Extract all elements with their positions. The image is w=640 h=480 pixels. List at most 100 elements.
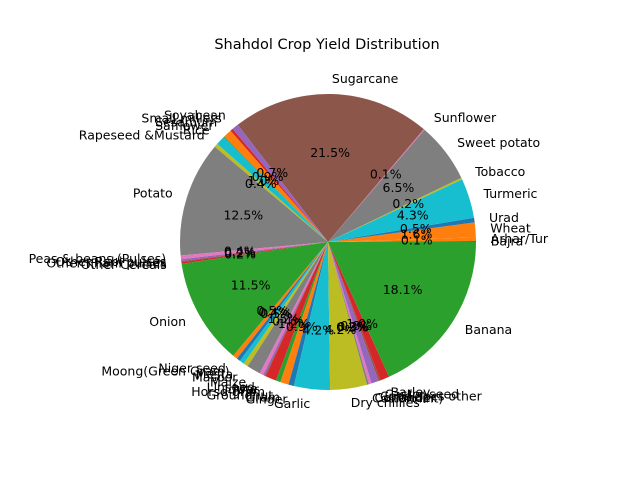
- slice-label-niger-seed: Niger seed: [158, 361, 225, 376]
- pie-slices: [179, 93, 477, 391]
- pie-slice-cond-spcs-other: [328, 242, 379, 384]
- pie-slice-tobacco: [328, 177, 463, 242]
- slice-label-urad: Urad: [489, 210, 519, 225]
- slice-percent-potato: 12.5%: [223, 207, 263, 222]
- slice-percent-other-rabi-pulses: 0.2%: [224, 245, 256, 260]
- slice-label-sugarcane: Sugarcane: [332, 71, 399, 86]
- pie-slice-sesamum: [224, 130, 328, 242]
- pie-slice-rice: [217, 137, 328, 242]
- slice-label-sunflower: Sunflower: [434, 110, 497, 125]
- slice-percent-mesta: 0.5%: [260, 306, 292, 321]
- slice-percent-niger-seed: 0.5%: [256, 303, 288, 318]
- pie-slice-other-rabi-pulses: [181, 242, 328, 262]
- slice-label-castor-seed: Castor seed: [385, 387, 459, 402]
- slice-label-maize: Maize: [210, 375, 246, 390]
- slice-label-other-rabi-pulses: Other Rabi pulses: [55, 254, 166, 269]
- slice-label-sweet-potato: Sweet potato: [457, 135, 540, 150]
- slice-label-coriander: Coriander: [375, 390, 437, 405]
- pie-slice-bajra: [328, 241, 477, 242]
- slice-label-groundnut: Groundnut: [206, 387, 273, 402]
- slice-label-banana: Banana: [465, 322, 512, 337]
- pie-slice-cotton-lint: [328, 242, 369, 385]
- pie-slice-groundnut: [275, 242, 328, 383]
- pie-slice-linseed: [259, 242, 328, 376]
- slice-label-arhar-tur: Arhar/Tur: [491, 231, 549, 246]
- slice-percent-cond-spcs-other: 0.8%: [340, 318, 372, 333]
- slice-percent-labels: 0.1%1.6%0.5%4.3%0.2%6.5%0.1%21.5%0.7%0.9…: [223, 145, 432, 337]
- pie-slice-other-kharif-pulses: [181, 242, 328, 263]
- slice-percent-sesamum: 0.9%: [252, 169, 284, 184]
- slice-percent-sugarcane: 21.5%: [310, 145, 350, 160]
- pie-slice-banana: [328, 242, 476, 377]
- slice-label-wheat: Wheat: [490, 221, 531, 236]
- slice-percent-cotton-lint: 0.2%: [336, 320, 368, 335]
- slice-percent-moong-green-gram: 0.4%: [258, 305, 290, 320]
- pie-slice-urad: [328, 217, 475, 242]
- slice-label-mesta: Mesta: [196, 366, 234, 381]
- slice-percent-soyabean: 0.7%: [256, 165, 288, 180]
- pie-slice-safflower: [223, 136, 328, 242]
- pie-slice-horse-gram: [265, 242, 328, 381]
- slice-percent-dry-chillies: 4.2%: [325, 322, 357, 337]
- slice-percent-barley: 1.0%: [346, 316, 378, 331]
- pie-slice-potato: [179, 146, 328, 256]
- slice-percent-other-cereals: 0.2%: [224, 247, 256, 262]
- slice-label-rice: Rice: [183, 122, 210, 137]
- pie-slice-dry-chillies: [328, 242, 368, 390]
- slice-label-bajra: Bajra: [491, 234, 524, 249]
- slice-label-ginger: Ginger: [246, 392, 289, 407]
- pie-slice-peas-beans-pulses: [180, 242, 328, 260]
- pie-slice-sweet-potato: [328, 129, 462, 242]
- slice-percent-sunflower: 0.1%: [370, 167, 402, 182]
- slice-percent-peas-beans-pulses: 0.4%: [224, 243, 256, 258]
- slice-label-tobacco: Tobacco: [474, 164, 525, 179]
- slice-percent-wheat: 1.6%: [401, 227, 433, 242]
- pie-slice-coriander: [328, 242, 372, 385]
- pie-slice-jute: [263, 242, 328, 376]
- pie-slice-turmeric: [328, 179, 474, 242]
- pie-slice-onion: [181, 242, 328, 356]
- pie-slice-rapeseed-mustard: [214, 143, 328, 242]
- slice-label-rapeseed-mustard: Rapeseed &Mustard: [79, 128, 205, 143]
- slice-label-small-millets: Small millets: [141, 111, 221, 126]
- slice-percent-urad: 0.5%: [400, 221, 432, 236]
- pie-slice-small-millets: [230, 128, 328, 242]
- chart-title: Shahdol Crop Yield Distribution: [214, 37, 439, 53]
- slice-percent-tobacco: 0.2%: [392, 196, 424, 211]
- slice-label-peas-beans-pulses: Peas & beans (Pulses): [29, 251, 167, 266]
- slice-label-cotton-lint: Cotton(lint): [372, 391, 443, 406]
- slice-percent-banana: 18.1%: [383, 282, 423, 297]
- slice-label-jowar: Jowar: [224, 381, 260, 396]
- slice-percent-rapeseed-mustard: 0.4%: [245, 176, 277, 191]
- pie-slice-maize: [247, 242, 328, 374]
- pie-slice-arhar-tur: [328, 237, 476, 242]
- slice-label-barley: Barley: [391, 384, 432, 399]
- slice-label-horse-gram: Horse-gram: [191, 384, 265, 399]
- pie-slice-other-cereals: [181, 242, 328, 264]
- pie-slice-mesta: [239, 242, 328, 364]
- slice-percent-maize: 1.5%: [268, 311, 300, 326]
- slice-label-soyabean: Soyabean: [164, 107, 226, 122]
- pie-slice-wheat: [328, 222, 476, 242]
- slice-label-turmeric: Turmeric: [483, 186, 538, 201]
- slice-percent-linseed: 0.4%: [272, 313, 304, 328]
- slice-percent-turmeric: 4.3%: [397, 208, 429, 223]
- slice-percent-sweet-potato: 6.5%: [383, 180, 415, 195]
- pie-slice-castor-seed: [328, 242, 381, 382]
- slice-label-other-kharif-pulses: Other Kharif pulses: [46, 256, 166, 271]
- slice-label-dry-chillies: Dry chillies: [351, 395, 420, 410]
- slice-label-onion: Onion: [149, 314, 186, 329]
- pie-slice-soyabean: [232, 124, 328, 242]
- pie-slice-moong-green-gram: [236, 242, 328, 361]
- slice-label-garlic: Garlic: [274, 396, 310, 411]
- pie-slice-sugarcane: [237, 93, 424, 243]
- pie-slice-masoor: [243, 242, 328, 367]
- pie-slice-ginger: [288, 242, 328, 387]
- slice-label-sesamum: Sesamum: [155, 115, 217, 130]
- slice-label-cond-spcs-other: Cond-spcs other: [380, 388, 483, 403]
- slice-label-linseed: Linseed: [207, 379, 255, 394]
- slice-label-masoor: Masoor: [192, 369, 238, 384]
- slice-label-potato: Potato: [133, 185, 173, 200]
